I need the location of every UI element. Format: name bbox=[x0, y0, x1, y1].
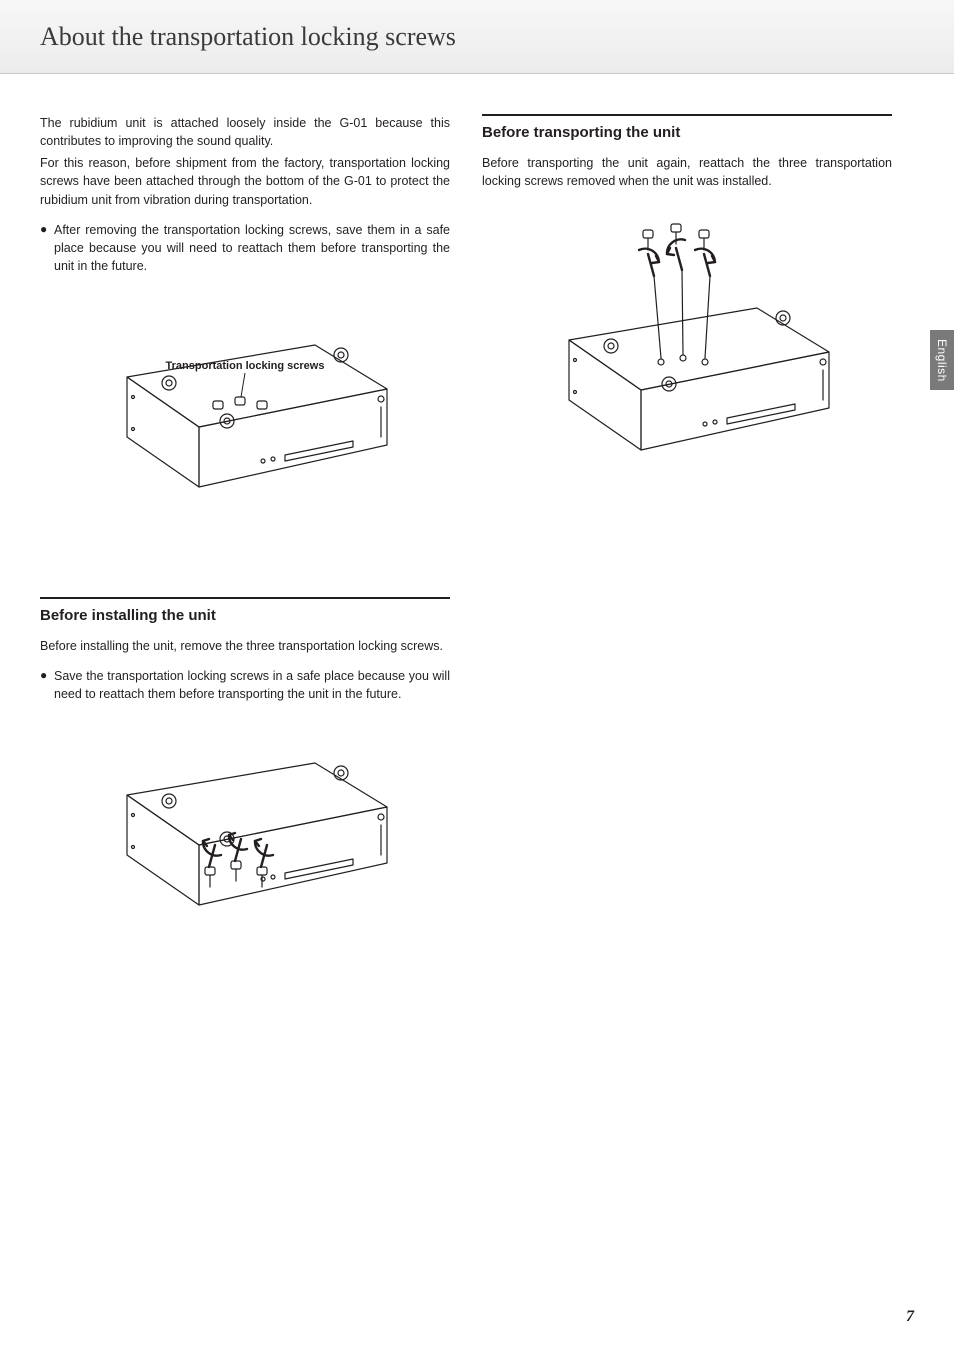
left-column: The rubidium unit is attached loosely in… bbox=[40, 114, 450, 995]
bullet-icon: ● bbox=[40, 667, 54, 703]
bullet-item: ● After removing the transportation lock… bbox=[40, 221, 450, 275]
content-area: The rubidium unit is attached loosely in… bbox=[0, 74, 954, 995]
bullet-text: After removing the transportation lockin… bbox=[54, 221, 450, 275]
section-rule bbox=[482, 114, 892, 116]
right-column: Before transporting the unit Before tran… bbox=[482, 114, 892, 995]
transport-paragraph: Before transporting the unit again, reat… bbox=[482, 154, 892, 190]
language-tab-label: English bbox=[935, 339, 949, 382]
intro-paragraph-2: For this reason, before shipment from th… bbox=[40, 154, 450, 208]
section-heading-install: Before installing the unit bbox=[40, 605, 450, 627]
page-number: 7 bbox=[906, 1308, 914, 1326]
section-rule bbox=[40, 597, 450, 599]
section-heading-transport: Before transporting the unit bbox=[482, 122, 892, 144]
figure-unit-remove-screws bbox=[40, 715, 450, 995]
figure-label: Transportation locking screws bbox=[166, 360, 325, 372]
page-header: About the transportation locking screws bbox=[0, 0, 954, 74]
bullet-icon: ● bbox=[40, 221, 54, 275]
bullet-text: Save the transportation locking screws i… bbox=[54, 667, 450, 703]
bullet-item: ● Save the transportation locking screws… bbox=[40, 667, 450, 703]
intro-paragraph-1: The rubidium unit is attached loosely in… bbox=[40, 114, 450, 150]
figure-unit-with-label: Transportation locking screws bbox=[40, 287, 450, 547]
figure-unit-insert-screws bbox=[482, 210, 892, 530]
language-tab: English bbox=[930, 330, 954, 390]
page-title: About the transportation locking screws bbox=[40, 22, 456, 52]
install-paragraph: Before installing the unit, remove the t… bbox=[40, 637, 450, 655]
